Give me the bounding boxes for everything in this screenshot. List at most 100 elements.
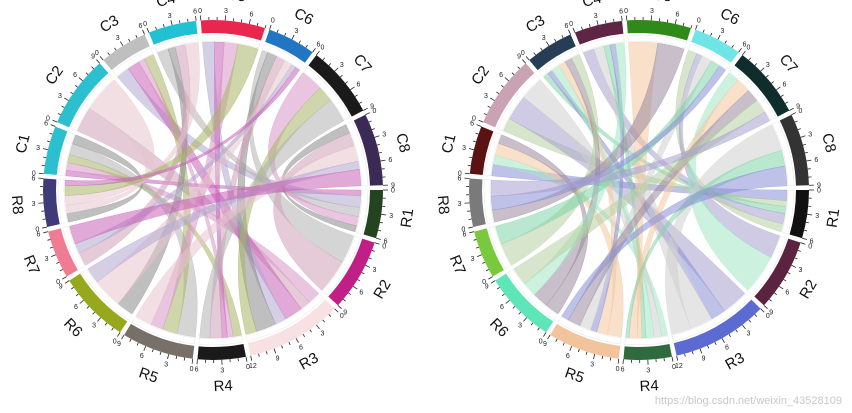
chord-diagram-right: 0 3 6 C1 0 3 6 9 C2 0 3 6 C3 0 3 6 C4 0 3 6 C5 0 3 6 C6 0 3 6 9 C7 0 3 6… xyxy=(426,0,852,413)
tick-label: 0 xyxy=(766,313,770,320)
sector-label-r1: R1 xyxy=(824,207,844,228)
tick-label: 3 xyxy=(808,132,812,139)
tick-mark xyxy=(378,229,382,232)
tick-mark xyxy=(789,107,794,111)
sector-label-r4: R4 xyxy=(639,377,659,395)
tick-mark xyxy=(801,237,807,240)
tick-label: 0 xyxy=(143,21,147,28)
tick-mark xyxy=(690,25,693,29)
tick-mark xyxy=(97,317,102,322)
tick-mark xyxy=(617,358,620,364)
sector-label-r8: R8 xyxy=(8,195,26,215)
tick-mark xyxy=(345,81,349,84)
tick-label: 9 xyxy=(391,182,395,189)
sector-label-r2: R2 xyxy=(370,277,394,302)
tick-mark xyxy=(569,345,573,351)
sector-arc-c2 xyxy=(57,63,109,128)
tick-mark xyxy=(511,72,515,75)
sector-track xyxy=(62,226,86,270)
tick-label: 3 xyxy=(518,323,522,330)
tick-mark xyxy=(475,132,479,135)
tick-mark xyxy=(155,26,157,30)
sector-track xyxy=(198,335,244,346)
tick-mark xyxy=(794,257,798,260)
sector-label-c6: C6 xyxy=(717,5,742,29)
tick-label: 6 xyxy=(316,42,320,49)
tick-label: 6 xyxy=(357,81,361,88)
tick-mark xyxy=(42,148,48,151)
tick-mark xyxy=(763,305,768,310)
sector-label-r5: R5 xyxy=(137,364,161,386)
tick-mark xyxy=(322,57,325,61)
tick-mark xyxy=(785,101,789,104)
tick-mark xyxy=(56,261,60,264)
chord-ribbon xyxy=(490,111,771,197)
sector-arc-c6 xyxy=(265,29,313,63)
tick-mark xyxy=(517,66,521,70)
tick-label: 9 xyxy=(769,310,773,317)
tick-mark xyxy=(295,338,299,343)
chord-ribbon xyxy=(490,65,726,211)
sector-arc-r2 xyxy=(754,238,801,306)
tick-mark xyxy=(707,345,710,349)
sector-arc-c4 xyxy=(574,20,624,45)
sector-track xyxy=(557,316,622,345)
tick-label: 0 xyxy=(32,170,36,177)
sector-track xyxy=(322,235,361,296)
tick-mark xyxy=(348,292,351,295)
tick-mark xyxy=(702,29,705,33)
tick-label: 3 xyxy=(646,367,650,374)
tick-mark xyxy=(49,132,53,135)
tick-label: 0 xyxy=(747,45,751,52)
tick-label: 3 xyxy=(321,330,325,337)
tick-label: 6 xyxy=(565,23,569,30)
tick-label: 6 xyxy=(73,72,77,79)
tick-mark xyxy=(352,285,358,290)
sector-track xyxy=(112,47,154,77)
tick-mark xyxy=(43,156,47,159)
sector-track xyxy=(538,47,580,77)
tick-mark xyxy=(70,287,74,290)
tick-mark xyxy=(728,333,731,337)
tick-mark xyxy=(75,85,78,88)
tick-label: 0 xyxy=(616,366,620,373)
tick-label: 6 xyxy=(814,157,818,164)
tick-mark xyxy=(721,338,725,343)
sector-arc-r5 xyxy=(124,323,195,359)
tick-label: 3 xyxy=(32,201,36,208)
sector-arc-r8 xyxy=(469,178,486,227)
tick-mark xyxy=(151,349,154,353)
tick-mark xyxy=(572,27,576,33)
tick-label: 6 xyxy=(193,8,197,15)
tick-mark xyxy=(117,332,121,337)
tick-mark xyxy=(717,34,721,40)
tick-mark xyxy=(334,67,339,72)
tick-mark xyxy=(504,77,509,82)
sector-track xyxy=(303,66,351,121)
tick-mark xyxy=(791,112,797,116)
tick-mark xyxy=(512,306,516,309)
tick-label: 0 xyxy=(569,21,573,28)
tick-label: 3 xyxy=(372,267,376,274)
tick-mark xyxy=(248,18,251,25)
tick-mark xyxy=(537,327,540,331)
tick-label: 3 xyxy=(382,132,386,139)
tick-label: 9 xyxy=(543,341,547,348)
tick-mark xyxy=(783,279,787,282)
tick-mark xyxy=(540,47,543,51)
tick-mark xyxy=(800,242,806,245)
tick-mark xyxy=(328,314,332,317)
sector-label-c3: C3 xyxy=(97,12,122,37)
tick-mark xyxy=(469,156,473,159)
sector-ring: 0 3 6 C1 0 3 6 9 C2 0 3 6 C3 0 3 6 C4 0 3 6 C5 0 3 6 C6 0 3 6 9 C7 0 3 6… xyxy=(434,0,843,395)
tick-mark xyxy=(806,159,812,162)
tick-mark xyxy=(86,306,90,309)
tick-mark xyxy=(322,319,325,323)
tick-label: 0 xyxy=(624,8,628,15)
tick-mark xyxy=(774,292,777,295)
chord-ribbon xyxy=(64,42,200,206)
tick-label: 3 xyxy=(92,323,96,330)
tick-mark xyxy=(136,342,139,346)
tick-mark xyxy=(731,44,734,48)
sector-label-r3: R3 xyxy=(722,349,747,373)
